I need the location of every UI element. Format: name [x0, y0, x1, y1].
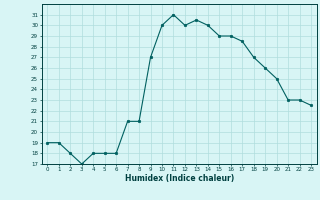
- X-axis label: Humidex (Indice chaleur): Humidex (Indice chaleur): [124, 174, 234, 183]
